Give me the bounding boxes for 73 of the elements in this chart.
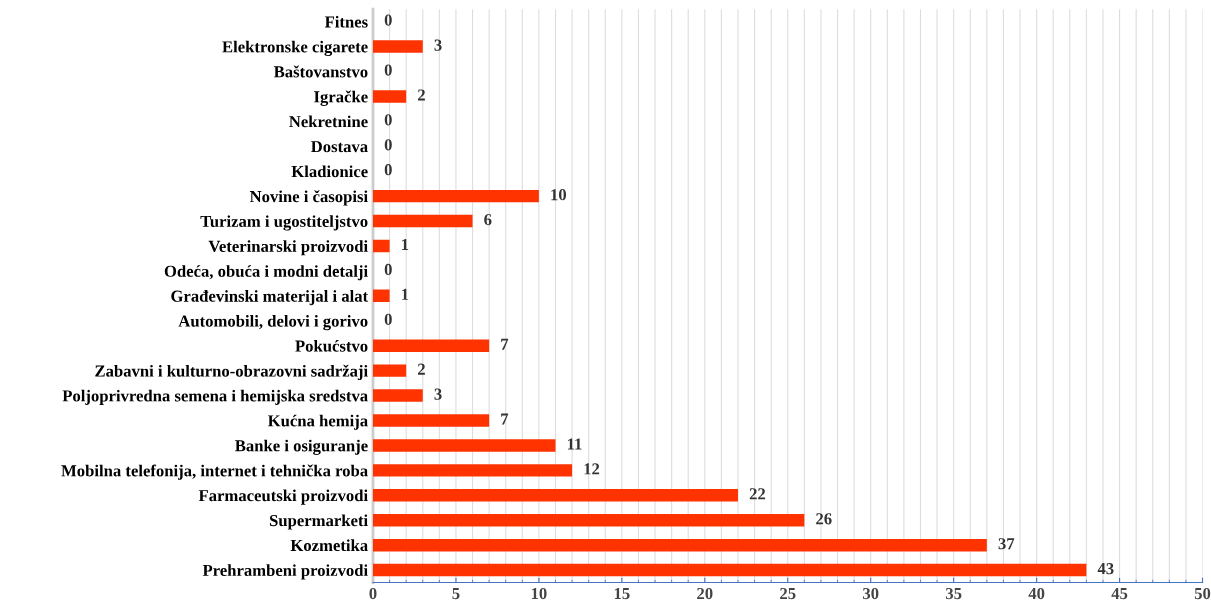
data-label: 0 bbox=[384, 164, 392, 176]
data-label: 10 bbox=[551, 189, 567, 201]
y-tick-label: Prehrambeni proizvodi bbox=[202, 564, 368, 580]
y-tick-label: Igračke bbox=[314, 90, 368, 106]
y-tick-label: Turizam i ugostiteljstvo bbox=[200, 215, 368, 231]
data-label: 2 bbox=[417, 89, 425, 101]
data-label: 37 bbox=[998, 538, 1015, 550]
y-tick-label: Pokućstvo bbox=[295, 339, 368, 352]
y-tick-label: Kućna hemija bbox=[267, 414, 368, 430]
bar bbox=[372, 414, 490, 427]
y-tick-label: Fitnes bbox=[324, 15, 368, 28]
y-tick-label: Kladionice bbox=[291, 165, 368, 178]
bar bbox=[372, 364, 407, 377]
data-label: 2 bbox=[417, 363, 425, 375]
bar bbox=[372, 389, 423, 402]
data-label: 7 bbox=[501, 413, 509, 425]
y-tick-label: Nekretnine bbox=[289, 115, 368, 128]
y-tick-label: Novine i časopisi bbox=[249, 190, 368, 206]
y-tick-label: Veterinarski proizvodi bbox=[208, 240, 368, 256]
x-tick-label: 35 bbox=[945, 587, 962, 600]
data-label: 1 bbox=[402, 238, 409, 250]
y-tick-label: Dostava bbox=[311, 141, 368, 153]
bar bbox=[372, 489, 738, 502]
data-label: 3 bbox=[434, 388, 442, 400]
x-tick-label: 40 bbox=[1028, 587, 1045, 600]
data-label: 1 bbox=[402, 288, 409, 300]
x-tick-label: 0 bbox=[369, 587, 377, 600]
bar bbox=[372, 40, 423, 53]
bar bbox=[372, 513, 805, 527]
y-tick-label: Baštovanstvo bbox=[273, 65, 368, 78]
y-tick-label: Kozmetika bbox=[290, 539, 368, 552]
y-tick-label: Poljoprivredna semena i hemijska sredstva bbox=[62, 389, 368, 405]
y-tick-label: Zabavni i kulturno-obrazovni sadržaji bbox=[95, 364, 368, 381]
data-label: 0 bbox=[384, 139, 392, 151]
data-label: 43 bbox=[1097, 563, 1114, 575]
data-label: 0 bbox=[384, 313, 392, 325]
data-label: 26 bbox=[816, 513, 832, 525]
x-tick-label: 20 bbox=[697, 587, 713, 600]
y-tick-label: Supermarketi bbox=[269, 514, 368, 530]
x-tick-label: 30 bbox=[863, 587, 879, 600]
x-tick-label: 45 bbox=[1111, 588, 1128, 600]
bar bbox=[372, 563, 1087, 577]
y-tick-label: Mobilna telefonija, internet i tehnička roba bbox=[61, 464, 368, 480]
bar bbox=[372, 439, 556, 452]
bar bbox=[372, 538, 987, 552]
data-label: 11 bbox=[567, 438, 582, 450]
data-label: 7 bbox=[501, 338, 509, 350]
data-label: 3 bbox=[434, 39, 442, 51]
data-label: 22 bbox=[749, 488, 766, 500]
bar bbox=[372, 214, 473, 228]
data-label: 6 bbox=[484, 214, 492, 226]
x-tick-label: 15 bbox=[614, 587, 630, 600]
y-tick-label: Banke i osiguranje bbox=[235, 439, 368, 455]
y-tick-label: Građevinski materijal i alat bbox=[171, 290, 369, 306]
bar bbox=[372, 339, 490, 352]
data-label: 12 bbox=[584, 463, 600, 475]
x-tick-label: 5 bbox=[452, 588, 460, 600]
bar bbox=[372, 289, 390, 303]
bar bbox=[372, 464, 573, 477]
y-tick-label: Farmaceutski proizvodi bbox=[198, 489, 368, 505]
data-label: 0 bbox=[384, 64, 392, 76]
bar bbox=[372, 189, 539, 203]
x-tick-label: 25 bbox=[780, 587, 796, 600]
data-label: 0 bbox=[384, 114, 392, 126]
y-tick-label: Elektronske cigarete bbox=[222, 40, 368, 57]
y-tick-label: Odeća, obuća i modni detalji bbox=[164, 265, 368, 281]
data-label: 0 bbox=[384, 14, 392, 26]
y-tick-label: Automobili, delovi i gorivo bbox=[178, 315, 368, 331]
data-label: 0 bbox=[384, 263, 392, 276]
bar bbox=[372, 239, 390, 253]
bar bbox=[372, 90, 407, 103]
x-tick-label: 10 bbox=[531, 587, 547, 600]
x-tick-label: 50 bbox=[1194, 587, 1211, 600]
